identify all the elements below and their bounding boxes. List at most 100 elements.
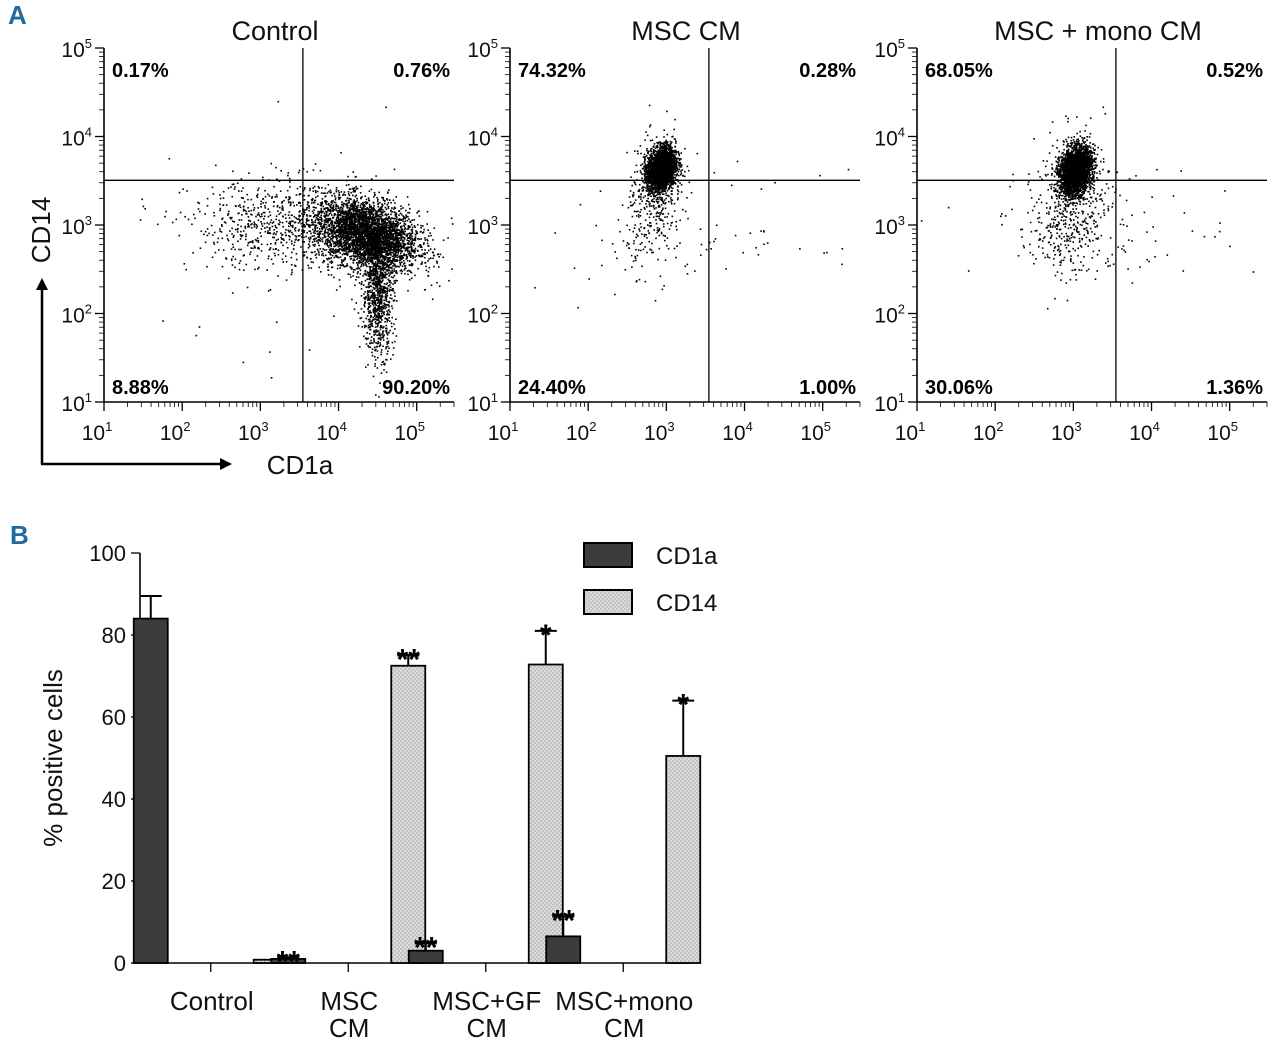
scatter-point [255,224,258,226]
scatter-point [364,235,367,238]
scatter-point [375,236,377,239]
scatter-point [362,239,364,241]
scatter-point [369,276,372,278]
scatter-point [426,238,428,241]
scatter-point [402,242,404,245]
scatter-point [369,250,371,253]
scatter-point [390,201,392,204]
scatter-point [358,282,361,284]
scatter-point [342,210,344,212]
scatter-point [384,247,386,249]
scatter-point [366,292,369,294]
scatter-point [267,230,269,232]
scatter-point [277,210,279,212]
scatter-point [354,207,356,210]
scatter-point [372,304,375,307]
scatter-point [311,235,314,237]
scatter-point [371,245,374,248]
scatter-point [308,240,311,243]
scatter-point [372,237,375,240]
scatter-point [367,250,370,252]
scatter-point [326,192,329,194]
scatter-point [384,275,386,277]
scatter-point [365,264,367,266]
scatter-point [338,220,341,223]
scatter-point [393,292,396,294]
scatter-point [275,166,277,169]
scatter-point [384,258,386,261]
scatter-point [403,242,405,245]
scatter-point [314,199,317,202]
scatter-point [392,262,395,265]
scatter-point [299,221,301,223]
scatter-point [415,255,418,257]
scatter-point [352,262,355,264]
scatter-point [328,248,331,251]
scatter-point [369,261,372,263]
scatter-point [312,244,314,246]
scatter-point [430,257,432,259]
scatter-point [299,202,301,204]
scatter-point [334,198,337,201]
scatter-point [408,254,411,257]
scatter-point [399,261,401,264]
scatter-point [404,228,406,231]
scatter-point [376,237,378,240]
scatter-point [269,221,272,224]
scatter-point [358,208,361,211]
scatter-point [381,300,383,303]
scatter-point [390,210,392,213]
scatter-point [348,215,350,218]
scatter-point [378,218,381,221]
scatter-point [341,204,344,206]
scatter-point [348,217,350,220]
scatter-point [364,229,367,232]
scatter-point [361,227,364,230]
scatter-point [388,264,391,266]
scatter-point [273,252,276,255]
scatter-point [374,272,376,275]
scatter-point [337,205,339,207]
scatter-point [346,231,348,233]
scatter-point [249,220,252,223]
scatter-point [385,235,387,237]
scatter-point [305,235,307,238]
scatter-point [308,215,311,217]
scatter-point [368,262,370,265]
scatter-point [365,220,368,222]
scatter-point [366,210,368,213]
scatter-point [331,222,334,225]
scatter-point [341,262,343,264]
scatter-point [324,216,327,218]
scatter-point [281,233,284,236]
scatter-point [333,214,336,217]
scatter-point [333,276,335,279]
scatter-point [398,240,400,242]
scatter-point [358,267,361,270]
scatter-point [400,272,403,275]
scatter-point [339,213,342,216]
scatter-point [401,250,404,252]
scatter-point [354,284,356,287]
scatter-point [378,294,380,296]
scatter-point [375,227,378,229]
scatter-point [320,223,322,226]
scatter-point [293,204,295,207]
scatter-point [423,228,425,231]
scatter-point [386,192,389,194]
scatter-point [374,283,376,285]
scatter-point [410,264,413,267]
scatter-point [332,205,335,207]
scatter-point [326,239,329,241]
scatter-point [303,199,306,201]
scatter-point [301,229,303,231]
scatter-point [338,214,341,216]
scatter-point [350,255,353,258]
scatter-point [375,238,377,240]
scatter-point [358,253,361,255]
scatter-point [378,302,381,304]
scatter-point [402,254,405,257]
scatter-point [310,251,313,254]
scatter-point [404,230,406,233]
scatter-point [348,183,350,186]
